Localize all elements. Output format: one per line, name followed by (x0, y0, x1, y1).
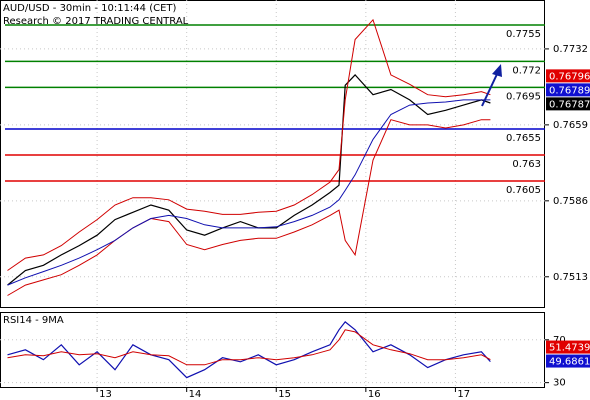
series-line (7, 321, 491, 379)
chart-subtitle: Research © 2017 TRADING CENTRAL (3, 16, 189, 27)
price-tag-label: 0.76787 (549, 99, 590, 110)
plot: 0.7755 0.772 0.7695 0.7655 0.763 0.7605 (5, 18, 545, 379)
price-tag (546, 340, 590, 354)
series-line (7, 99, 491, 286)
series-line (7, 329, 491, 366)
price-tag (546, 69, 590, 83)
y-tick-label: 0.7659 (553, 120, 588, 131)
level-label: 0.7655 (506, 133, 541, 144)
chart-title: AUD/USD - 30min - 10:11:44 (CET) (3, 3, 177, 14)
main-panel-frame (0, 0, 545, 308)
forecast-arrow (481, 71, 499, 107)
level-label: 0.763 (512, 159, 541, 170)
price-tag-label: 0.76789 (549, 85, 590, 96)
price-tag-label: 51.4739 (549, 343, 590, 354)
price-tag-label: 0.76796 (549, 71, 590, 82)
price-tag-label: 49.6861 (549, 357, 590, 368)
x-tick-label: 13 (99, 389, 112, 400)
price-tag (546, 83, 590, 97)
y-tick-label: 0.7586 (553, 196, 588, 207)
y-tick-label: 0.7513 (553, 272, 588, 283)
level-label: 0.772 (512, 65, 541, 76)
x-tick-label: 17 (457, 389, 470, 400)
rsi-title: RSI14 - 9MA (3, 315, 64, 326)
grid (0, 0, 545, 388)
y-tick-label: 0.7732 (553, 44, 588, 55)
y-tick-label: 70 (553, 335, 566, 346)
y-tick-label: 30 (553, 378, 566, 389)
series-line (7, 119, 491, 296)
level-label: 0.7605 (506, 185, 541, 196)
rsi-panel-frame (0, 312, 545, 388)
x-tick-label: 15 (278, 389, 291, 400)
price-tag (546, 97, 590, 111)
level-label: 0.7695 (506, 91, 541, 102)
series-line (7, 18, 491, 271)
x-tick-label: 14 (189, 389, 202, 400)
price-tag (546, 354, 590, 368)
x-tick-label: 16 (368, 389, 381, 400)
level-label: 0.7755 (506, 29, 541, 40)
forecast-arrow-head (492, 64, 502, 77)
series-line (7, 74, 491, 286)
